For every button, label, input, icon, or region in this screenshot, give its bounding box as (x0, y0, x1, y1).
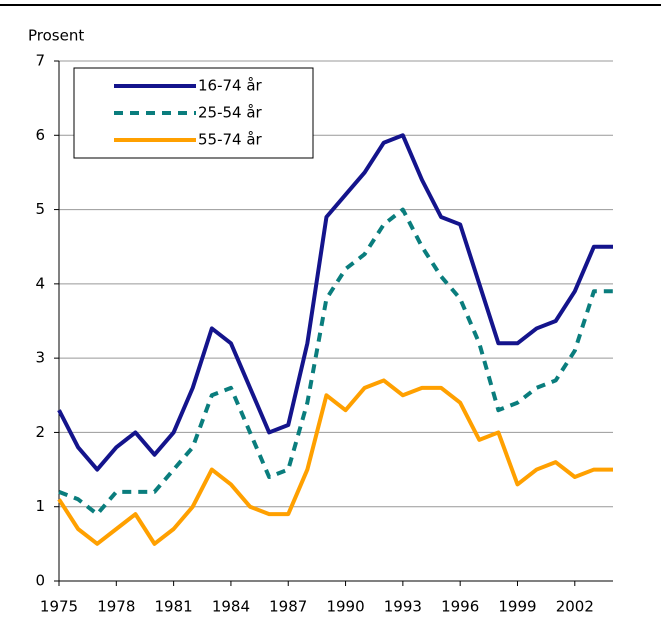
x-tick-label: 1987 (269, 598, 307, 616)
x-tick-label: 1993 (384, 598, 422, 616)
x-tick-label: 1990 (326, 598, 364, 616)
x-tick-label: 2002 (556, 598, 594, 616)
line-series (58, 207, 613, 517)
y-tick-label: 4 (35, 274, 45, 292)
y-tick-label: 0 (35, 572, 45, 590)
x-tick-label: 1996 (441, 598, 479, 616)
x-tick-label: 1978 (97, 598, 135, 616)
y-tick-label: 2 (35, 423, 45, 441)
legend-label: 55-74 år (198, 131, 263, 149)
y-axis-label: Prosent (28, 27, 84, 45)
legend-label: 16-74 år (198, 77, 263, 95)
legend-label: 25-54 år (198, 104, 263, 122)
x-tick-label: 1984 (212, 598, 250, 616)
y-tick-label: 6 (35, 126, 45, 144)
x-tick-label: 1999 (498, 598, 536, 616)
x-tick-label: 1981 (155, 598, 193, 616)
y-tick-label: 3 (35, 349, 45, 367)
y-tick-label: 5 (35, 200, 45, 218)
y-tick-label: 1 (35, 497, 45, 515)
line-series (57, 133, 613, 472)
line-series (57, 378, 613, 546)
legend-box (73, 67, 314, 159)
y-tick-label: 7 (35, 52, 45, 70)
x-tick-label: 1975 (40, 598, 78, 616)
